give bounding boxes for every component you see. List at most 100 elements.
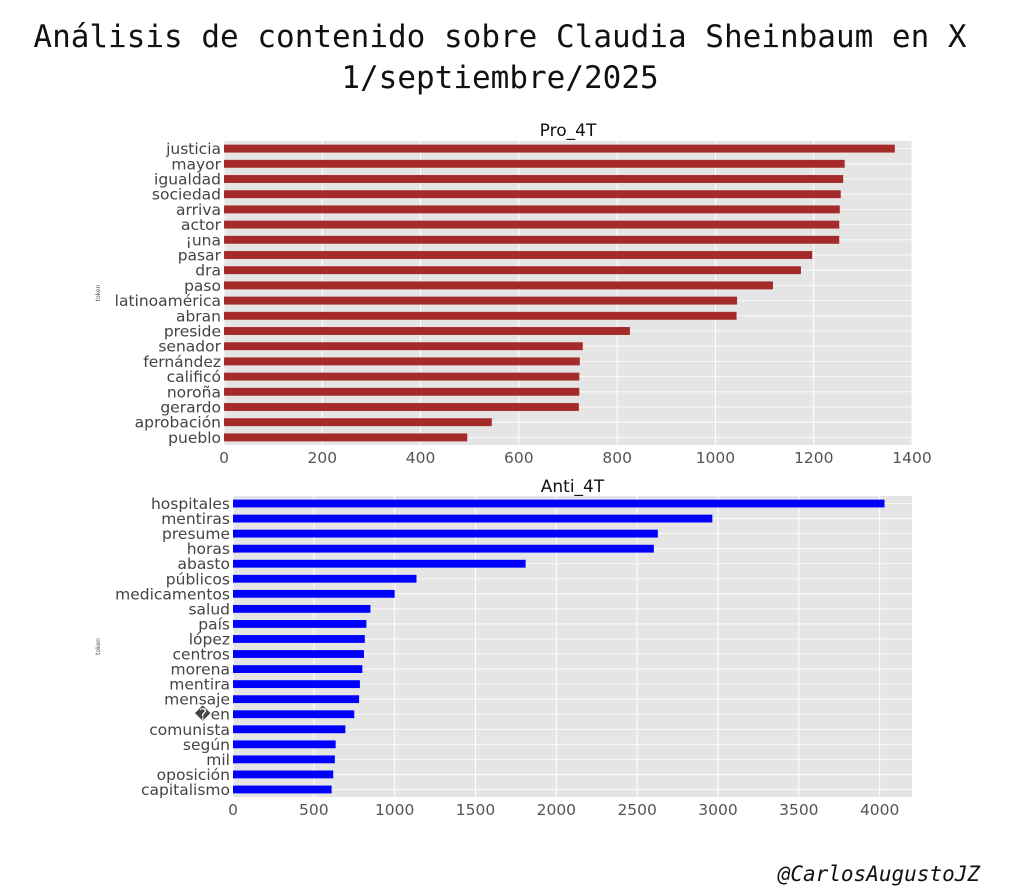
pro-bar-14 xyxy=(224,357,580,366)
pro-category-label: actor xyxy=(181,216,222,234)
panel-anti-4t: hospitalesmentiraspresumehorasabastopúbl… xyxy=(95,477,912,819)
anti-bar-1 xyxy=(233,514,713,523)
anti-x-tick-label: 2000 xyxy=(537,801,576,819)
pro-category-label: calificó xyxy=(167,368,221,386)
panel-pro-4t: justiciamayorigualdadsociedadarrivaactor… xyxy=(95,121,932,467)
anti-bar-9 xyxy=(233,635,365,643)
pro-bar-8 xyxy=(224,266,801,275)
pro-bar-2 xyxy=(224,175,844,183)
anti-category-label: abasto xyxy=(178,555,230,573)
pro-x-tick-label: 1200 xyxy=(794,449,833,467)
pro-category-label: paso xyxy=(184,277,221,295)
anti-bar-6 xyxy=(233,589,395,598)
anti-category-label: salud xyxy=(188,600,230,618)
pro-category-label: abran xyxy=(176,307,221,325)
anti-plot-background xyxy=(233,496,912,797)
anti-y-axis-label: token xyxy=(95,638,102,655)
anti-x-tick-label: 1000 xyxy=(375,801,414,819)
anti-x-tick-label: 2500 xyxy=(617,801,656,819)
pro-panel-title: Pro_4T xyxy=(540,121,597,141)
pro-bar-19 xyxy=(224,433,468,442)
anti-category-label: lópez xyxy=(189,630,230,648)
pro-bar-7 xyxy=(224,251,813,259)
pro-x-tick-label: 1400 xyxy=(892,449,931,467)
pro-category-label: sociedad xyxy=(152,186,221,204)
anti-x-tick-label: 4000 xyxy=(860,801,899,819)
pro-bar-10 xyxy=(224,296,738,305)
pro-bar-9 xyxy=(224,281,773,290)
pro-category-label: fernández xyxy=(143,353,221,371)
chart-title-line-2: 1/septiembre/2025 xyxy=(341,60,659,96)
pro-bar-17 xyxy=(224,403,579,411)
anti-bar-16 xyxy=(233,740,336,749)
pro-category-label: gerardo xyxy=(160,399,221,417)
pro-bar-11 xyxy=(224,311,737,320)
chart-title-line-1: Análisis de contenido sobre Claudia Shei… xyxy=(33,19,967,55)
anti-bar-12 xyxy=(233,680,360,689)
anti-bar-13 xyxy=(233,695,360,704)
anti-category-label: comunista xyxy=(149,721,230,739)
anti-category-label: horas xyxy=(187,540,230,558)
anti-bar-8 xyxy=(233,620,367,628)
pro-category-label: preside xyxy=(164,323,221,341)
pro-bar-0 xyxy=(224,144,895,153)
anti-category-label: medicamentos xyxy=(115,585,230,603)
anti-bar-0 xyxy=(233,499,885,508)
anti-category-label: mil xyxy=(206,751,230,769)
pro-bar-15 xyxy=(224,372,580,381)
anti-category-label: mentira xyxy=(169,676,230,694)
anti-bar-2 xyxy=(233,529,658,538)
anti-category-label: presume xyxy=(162,525,230,543)
pro-category-label: noroña xyxy=(167,383,221,401)
anti-category-label: según xyxy=(183,736,230,754)
anti-bar-15 xyxy=(233,725,346,734)
pro-category-label: mayor xyxy=(171,155,221,173)
anti-category-label: oposición xyxy=(157,766,230,784)
anti-panel-title: Anti_4T xyxy=(541,477,605,497)
anti-bar-5 xyxy=(233,574,417,583)
anti-x-tick-label: 500 xyxy=(299,801,329,819)
pro-category-label: pueblo xyxy=(168,429,221,447)
pro-bar-18 xyxy=(224,418,492,427)
pro-bar-5 xyxy=(224,220,840,229)
anti-bar-18 xyxy=(233,770,334,779)
anti-category-label: país xyxy=(198,615,230,633)
anti-bar-10 xyxy=(233,650,364,658)
pro-category-label: pasar xyxy=(178,247,222,265)
pro-plot-background xyxy=(224,141,912,445)
pro-category-label: latinoamérica xyxy=(115,292,221,310)
pro-category-label: justicia xyxy=(165,140,221,158)
pro-x-tick-label: 1000 xyxy=(696,449,735,467)
pro-bar-3 xyxy=(224,190,841,199)
pro-category-label: dra xyxy=(195,262,221,280)
anti-category-label: públicos xyxy=(166,570,230,588)
anti-bar-14 xyxy=(233,710,355,719)
pro-y-axis-label: token xyxy=(95,284,102,301)
pro-bar-6 xyxy=(224,235,840,244)
pro-x-tick-label: 600 xyxy=(504,449,534,467)
pro-category-label: ¡una xyxy=(186,231,221,249)
anti-category-label: mensaje xyxy=(164,691,230,709)
pro-bar-4 xyxy=(224,205,840,214)
anti-category-label: hospitales xyxy=(151,495,230,513)
anti-category-label: �en xyxy=(195,705,230,724)
anti-bar-4 xyxy=(233,559,526,568)
pro-category-label: aprobación xyxy=(135,414,221,432)
pro-x-tick-label: 400 xyxy=(406,449,436,467)
pro-bar-12 xyxy=(224,327,630,335)
anti-category-label: mentiras xyxy=(161,510,230,528)
anti-bar-3 xyxy=(233,544,654,553)
anti-category-label: morena xyxy=(171,661,230,679)
anti-x-tick-label: 3000 xyxy=(698,801,737,819)
anti-x-tick-label: 3500 xyxy=(779,801,818,819)
pro-x-tick-label: 800 xyxy=(602,449,632,467)
anti-bar-17 xyxy=(233,755,335,764)
anti-bar-7 xyxy=(233,604,371,613)
pro-bar-1 xyxy=(224,159,845,168)
pro-x-tick-label: 0 xyxy=(219,449,229,467)
anti-bar-19 xyxy=(233,785,332,794)
author-watermark: @CarlosAugustoJZ xyxy=(777,862,980,886)
pro-category-label: arriva xyxy=(176,201,221,219)
anti-x-tick-label: 0 xyxy=(228,801,238,819)
